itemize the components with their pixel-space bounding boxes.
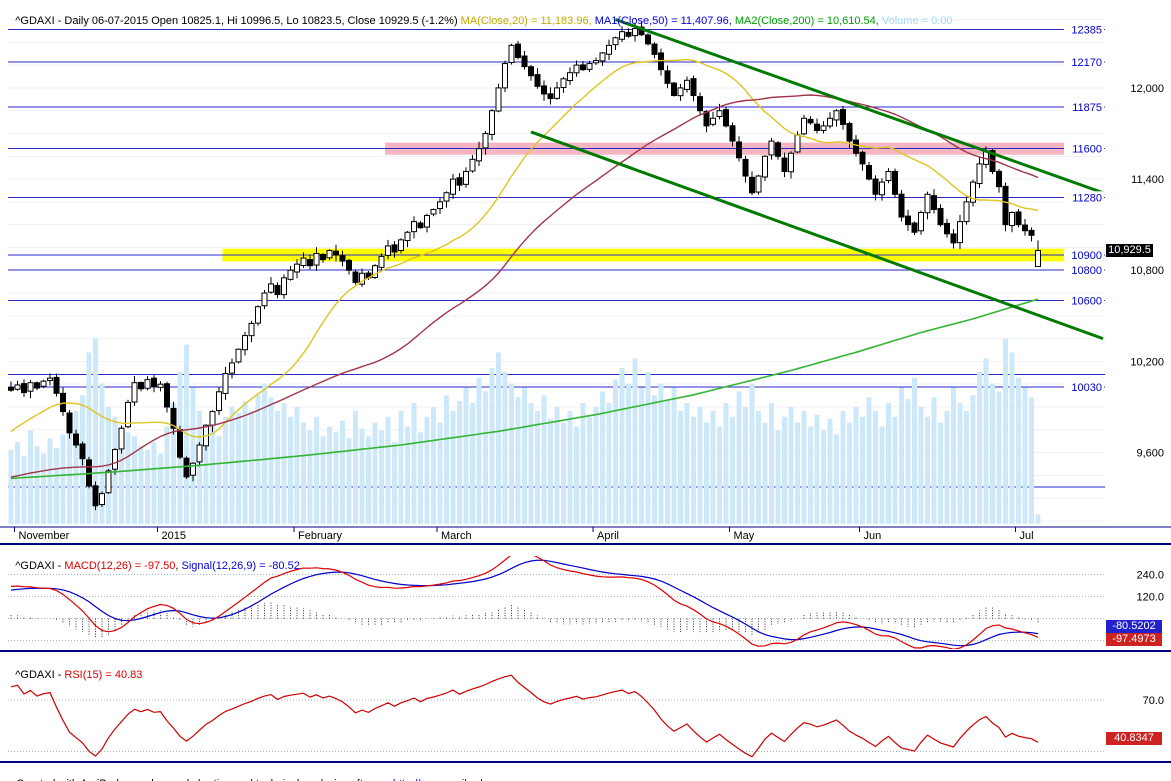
rsi-axis: 70.0 xyxy=(1143,695,1164,707)
macd-histogram xyxy=(10,602,1039,638)
signal-value-badge: -80.5202 xyxy=(1106,620,1162,634)
rsi-title-symbol: ^GDAXI - xyxy=(15,669,65,681)
rsi-gridlines xyxy=(8,699,1105,753)
svg-text:Jun: Jun xyxy=(864,530,882,542)
svg-text:11,400: 11,400 xyxy=(1131,174,1164,186)
price-title-ohlc: ^GDAXI - Daily 06-07-2015 Open 10825.1, … xyxy=(15,15,461,27)
svg-text:9,600: 9,600 xyxy=(1136,448,1164,460)
macd-axis: 240.0 120.0 xyxy=(1136,570,1164,604)
level-labels: 12385 12170 11875 11600 11280 10900 10800 10600… xyxy=(1064,23,1104,394)
trendlines xyxy=(530,18,1104,341)
svg-text:11280: 11280 xyxy=(1072,192,1102,204)
svg-text:10800: 10800 xyxy=(1071,265,1102,277)
macd-title-separator: , xyxy=(175,560,182,572)
price-pane-title: ^GDAXI - Daily 06-07-2015 Open 10825.1, … xyxy=(3,2,953,41)
time-axis: November 2015 February March April May Jun Jul xyxy=(14,527,1034,542)
svg-text:11875: 11875 xyxy=(1072,102,1102,114)
rsi-title-value: RSI(15) = 40.83 xyxy=(64,669,143,681)
svg-text:12170: 12170 xyxy=(1071,57,1102,69)
svg-text:2015: 2015 xyxy=(162,530,186,542)
macd-title-signal: Signal(12,26,9) = -80.52 xyxy=(181,560,300,572)
svg-text:April: April xyxy=(597,530,619,542)
rsi-value-badge: 40.8347 xyxy=(1106,731,1162,745)
svg-text:10900: 10900 xyxy=(1071,250,1102,262)
svg-text:November: November xyxy=(19,530,70,542)
amibroker-link[interactable]: http://www.amibroker.com xyxy=(393,778,519,781)
price-title-ma50: MA1(Close,50) = 11,407.96, xyxy=(594,15,735,27)
price-title-ma20: MA(Close,20) = 11,183.96, xyxy=(460,15,595,27)
price-axis: 12,000 11,400 10,800 10,200 9,600 xyxy=(1130,83,1164,460)
macd-title-macd: MACD(12,26) = -97.50 xyxy=(64,560,176,572)
price-title-volume: Volume = 0.00 xyxy=(881,15,953,27)
footer-credit-text: Created with AmiBroker - advanced charti… xyxy=(16,778,393,781)
svg-text:120.0: 120.0 xyxy=(1136,592,1164,604)
pane-separators xyxy=(0,526,1171,763)
macd-pane-title: ^GDAXI - MACD(12,26) = -97.50, Signal(12… xyxy=(3,547,300,586)
svg-text:240.0: 240.0 xyxy=(1136,570,1164,582)
svg-text:Jul: Jul xyxy=(1020,530,1034,542)
moving-average-lines xyxy=(10,58,1039,480)
svg-text:10,800: 10,800 xyxy=(1130,265,1164,277)
price-title-ma200: MA2(Close,200) = 10,610.54, xyxy=(734,15,882,27)
footer: Created with AmiBroker - advanced charti… xyxy=(4,766,519,781)
macd-title-symbol: ^GDAXI - xyxy=(15,560,65,572)
svg-text:12385: 12385 xyxy=(1071,24,1102,36)
svg-text:February: February xyxy=(298,530,343,542)
svg-text:12,000: 12,000 xyxy=(1130,83,1164,95)
svg-text:11600: 11600 xyxy=(1072,144,1102,156)
svg-text:70.0: 70.0 xyxy=(1143,695,1164,707)
svg-text:March: March xyxy=(441,530,472,542)
svg-text:10030: 10030 xyxy=(1071,382,1102,394)
rsi-pane-title: ^GDAXI - RSI(15) = 40.83 xyxy=(3,656,142,695)
svg-text:May: May xyxy=(734,530,755,542)
macd-value-badge: -97.4973 xyxy=(1106,633,1162,647)
volume-bars xyxy=(8,338,1041,524)
macd-lines xyxy=(10,556,1039,649)
rsi-line xyxy=(10,674,1039,758)
last-price-badge: 10,929.5 xyxy=(1106,243,1153,257)
candlesticks xyxy=(8,21,1041,511)
svg-text:10,200: 10,200 xyxy=(1130,356,1164,368)
svg-text:10600: 10600 xyxy=(1071,296,1102,308)
